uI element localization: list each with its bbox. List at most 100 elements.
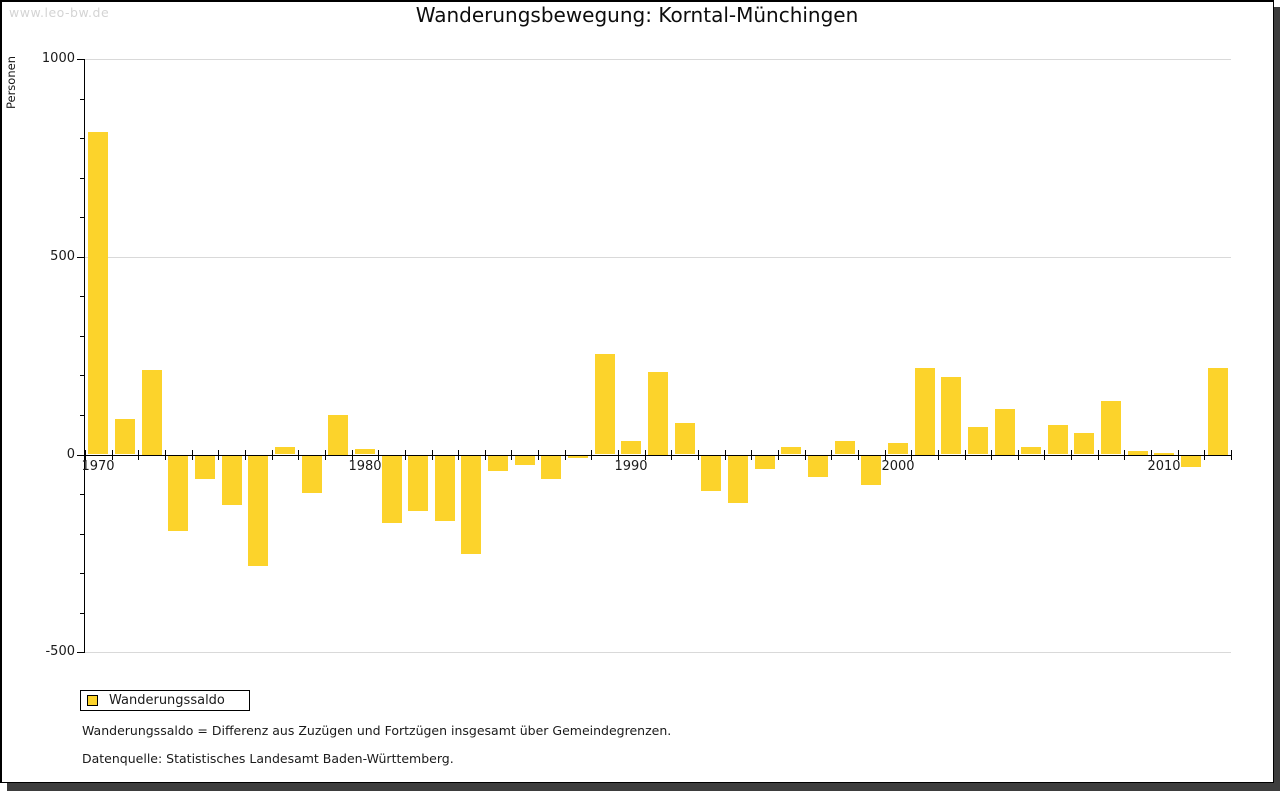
gridline-1000 xyxy=(85,59,1231,60)
y-axis-minor-tick xyxy=(80,178,85,179)
footnote-source: Datenquelle: Statistisches Landesamt Bad… xyxy=(82,751,454,766)
x-axis-tick xyxy=(831,449,833,460)
x-axis-tick xyxy=(165,449,166,460)
x-axis-tick xyxy=(777,449,779,460)
bar-1993 xyxy=(701,455,722,492)
x-tick-label-1990: 1990 xyxy=(614,459,648,474)
x-tick-label-1970: 1970 xyxy=(81,459,115,474)
x-axis-tick xyxy=(591,449,593,460)
bar-1985 xyxy=(488,455,509,472)
bar-2005 xyxy=(1021,446,1042,455)
y-axis-minor-tick xyxy=(80,296,85,297)
y-axis-minor-tick xyxy=(80,336,85,337)
bar-1980 xyxy=(354,448,375,455)
window-shadow-bottom xyxy=(7,783,1280,791)
window-shadow-right xyxy=(1274,7,1280,791)
bar-1974 xyxy=(194,455,215,480)
x-axis-tick xyxy=(937,449,939,460)
bar-1988 xyxy=(568,455,588,458)
bar-2009 xyxy=(1127,450,1148,455)
gridline--500 xyxy=(85,652,1231,653)
bar-2004 xyxy=(994,409,1015,455)
bar-2000 xyxy=(887,442,908,455)
y-axis-major-tick xyxy=(77,59,85,60)
bar-1997 xyxy=(807,455,828,478)
x-axis-tick xyxy=(404,449,406,460)
x-axis-tick xyxy=(884,449,886,460)
x-axis-tick xyxy=(431,449,433,460)
bar-2011 xyxy=(1181,455,1201,468)
x-axis-tick xyxy=(751,449,753,460)
bar-1992 xyxy=(674,422,695,455)
bar-1996 xyxy=(781,446,802,455)
x-axis-tick xyxy=(324,449,326,460)
bar-1987 xyxy=(541,455,562,480)
y-axis-major-tick xyxy=(77,652,85,653)
x-axis-tick xyxy=(564,449,566,460)
x-axis-tick xyxy=(1231,449,1232,460)
y-axis-minor-tick xyxy=(80,494,85,495)
x-tick-label-2000: 2000 xyxy=(881,459,915,474)
bar-1984 xyxy=(461,455,482,555)
x-axis-tick xyxy=(85,449,86,460)
chart-title: Wanderungsbewegung: Korntal-Münchingen xyxy=(415,3,859,27)
x-axis-tick xyxy=(671,449,673,460)
x-axis-tick xyxy=(1097,449,1099,460)
x-axis-tick xyxy=(1124,449,1126,460)
bar-1989 xyxy=(594,353,615,455)
x-axis-tick xyxy=(351,449,353,460)
bar-1986 xyxy=(514,455,535,466)
x-axis-tick xyxy=(111,449,113,460)
x-axis-tick xyxy=(191,449,193,460)
y-axis-major-tick xyxy=(77,455,85,456)
legend-label: Wanderungssaldo xyxy=(109,693,225,708)
y-axis-minor-tick xyxy=(80,534,85,535)
y-tick-label-0: 0 xyxy=(66,447,75,462)
y-axis-minor-tick xyxy=(80,375,85,376)
x-axis-tick xyxy=(1151,449,1152,460)
x-axis-tick xyxy=(991,449,993,460)
y-axis-minor-tick xyxy=(80,613,85,614)
footnote-definition: Wanderungssaldo = Differenz aus Zuzügen … xyxy=(82,723,672,738)
x-axis-tick xyxy=(698,449,699,460)
bar-2003 xyxy=(967,426,988,455)
bar-1983 xyxy=(434,455,455,521)
legend-swatch-wanderungssaldo xyxy=(87,695,98,706)
x-tick-label-1980: 1980 xyxy=(348,459,382,474)
y-axis-major-tick xyxy=(77,257,85,258)
bar-2010 xyxy=(1154,452,1175,455)
bar-2008 xyxy=(1101,401,1122,455)
bar-1990 xyxy=(621,440,642,455)
x-axis-tick xyxy=(538,449,540,460)
bar-2012 xyxy=(1207,367,1228,455)
bar-1975 xyxy=(221,455,242,505)
y-tick-label-500: 500 xyxy=(50,249,75,264)
x-axis-tick xyxy=(484,449,486,460)
watermark: www.leo-bw.de xyxy=(9,5,110,20)
x-axis-tick xyxy=(1177,449,1179,460)
x-axis-tick xyxy=(1204,449,1206,460)
x-axis-tick xyxy=(458,449,460,460)
bar-1970 xyxy=(88,132,109,455)
bar-2001 xyxy=(914,367,935,455)
x-axis-tick xyxy=(244,449,246,460)
bar-1978 xyxy=(301,455,322,494)
bar-1991 xyxy=(648,371,668,455)
bar-1995 xyxy=(754,455,775,470)
x-axis-tick xyxy=(1017,449,1019,460)
y-axis-minor-tick xyxy=(80,138,85,139)
bar-1972 xyxy=(141,369,162,455)
x-axis-tick xyxy=(138,449,140,460)
y-axis-minor-tick xyxy=(80,415,85,416)
x-axis-tick xyxy=(618,449,619,460)
y-axis-minor-tick xyxy=(80,217,85,218)
x-axis-tick xyxy=(298,449,300,460)
bar-2006 xyxy=(1047,424,1068,455)
bar-1982 xyxy=(408,455,429,511)
x-axis-tick xyxy=(911,449,913,460)
x-axis-tick xyxy=(218,449,220,460)
bar-1976 xyxy=(248,455,269,567)
gridline-500 xyxy=(85,257,1231,258)
x-axis-tick xyxy=(724,449,726,460)
bar-2002 xyxy=(941,377,962,455)
